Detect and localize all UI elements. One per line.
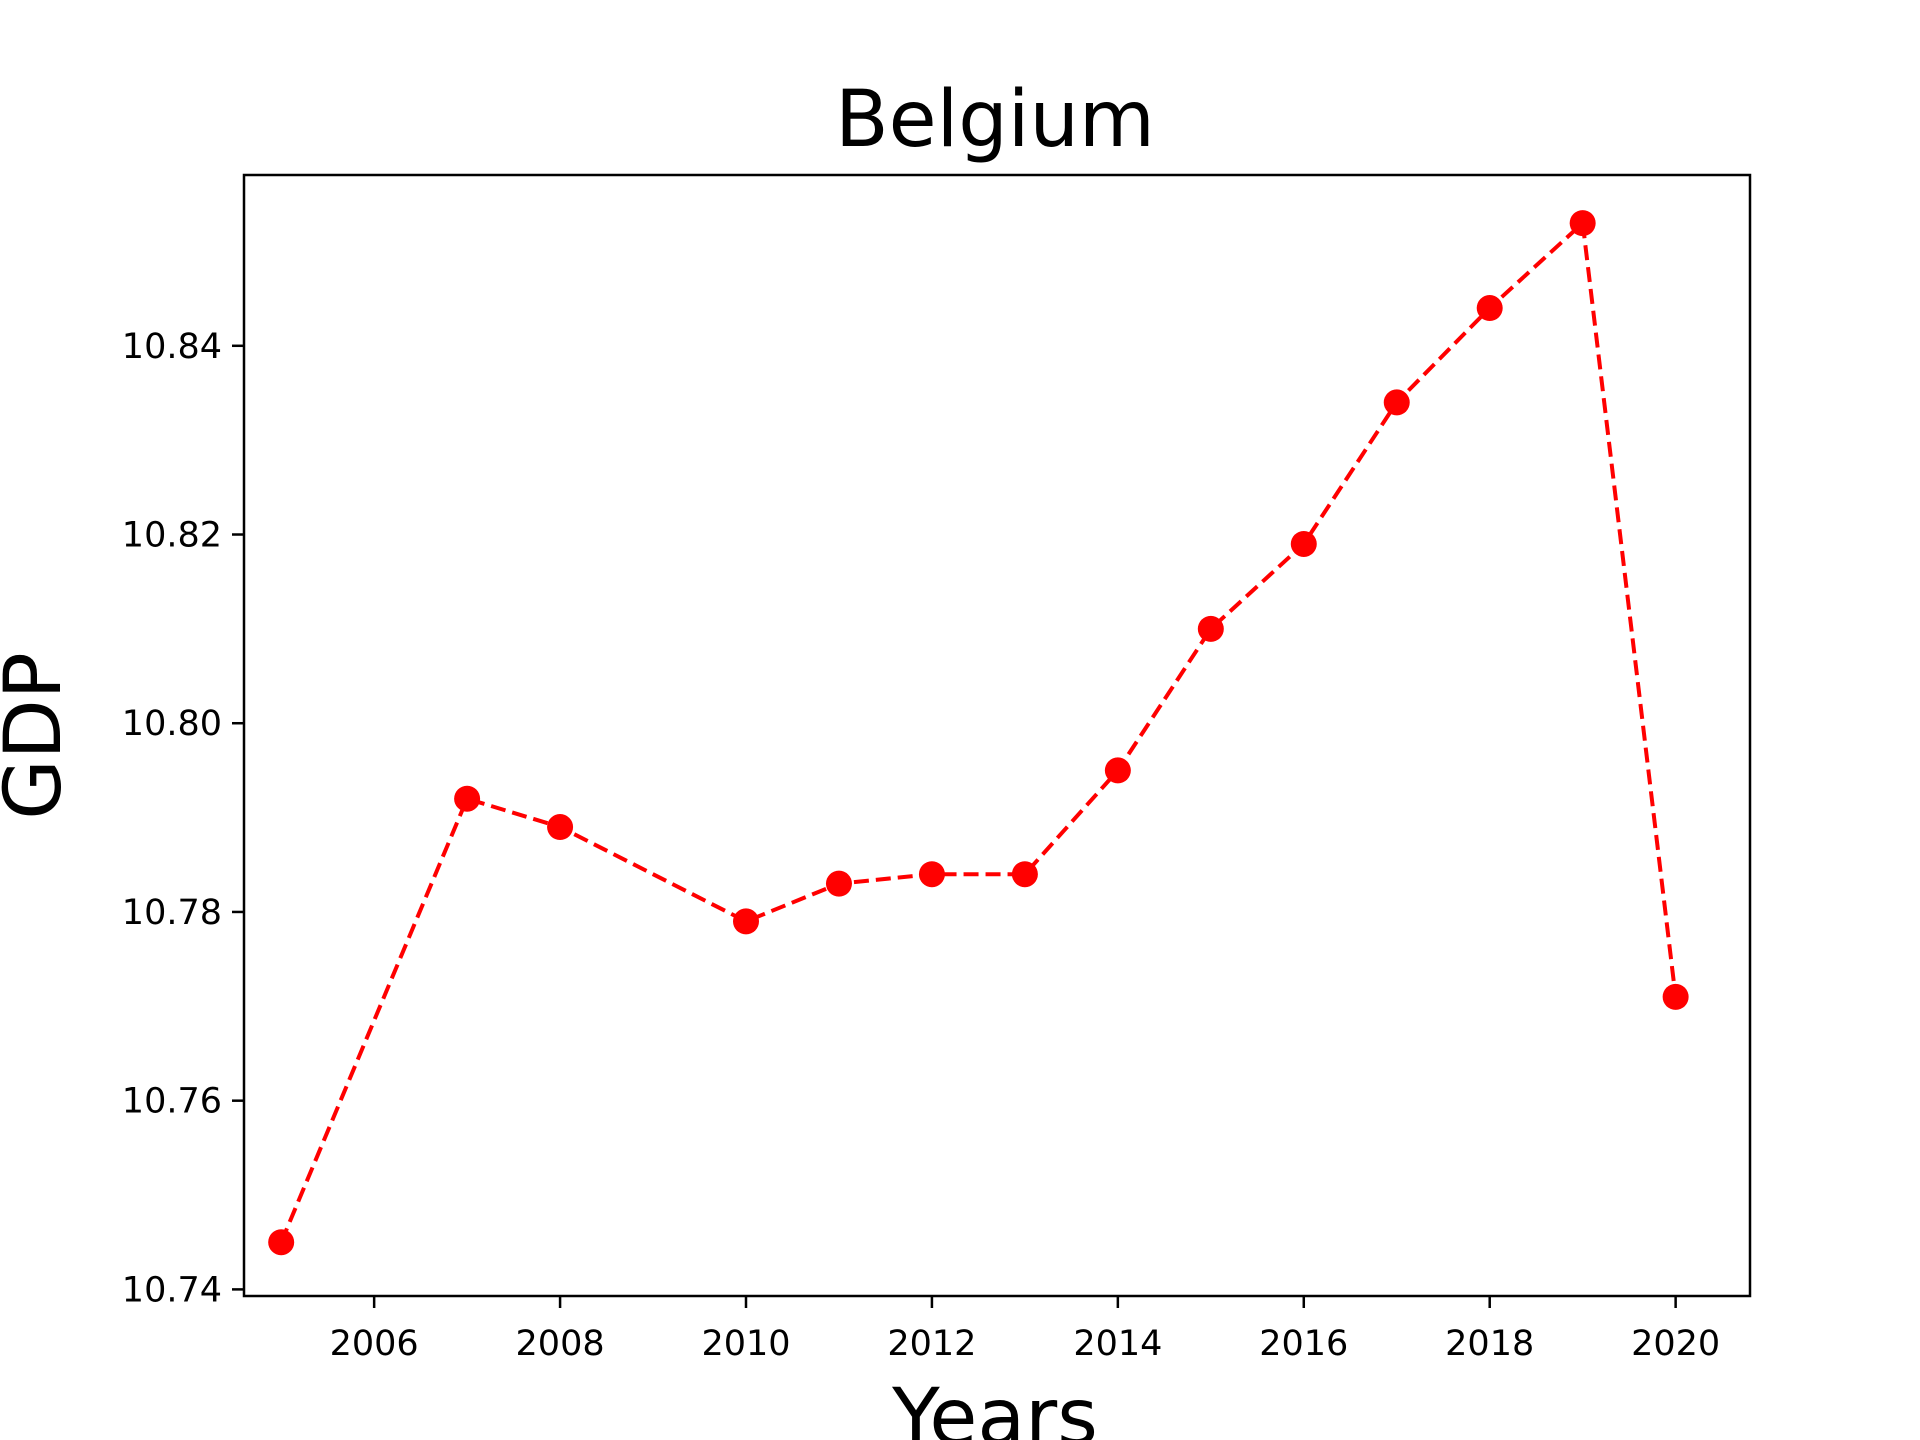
x-axis: 2006 2008 2010 2012 2014 2016 2018 2020 bbox=[330, 1296, 1720, 1364]
data-point bbox=[1662, 983, 1689, 1010]
data-point bbox=[547, 814, 574, 841]
y-tick-label: 10.76 bbox=[122, 1082, 222, 1122]
data-point bbox=[1569, 210, 1596, 237]
y-tick-label: 10.78 bbox=[122, 893, 222, 933]
y-tick-label: 10.74 bbox=[122, 1270, 222, 1310]
x-tick-label: 2020 bbox=[1631, 1324, 1720, 1364]
chart-title: Belgium bbox=[835, 75, 1155, 165]
data-point bbox=[268, 1229, 295, 1256]
data-point bbox=[1476, 295, 1503, 322]
y-tick-label: 10.84 bbox=[122, 327, 222, 367]
x-tick-label: 2012 bbox=[887, 1324, 976, 1364]
data-point bbox=[1197, 615, 1224, 642]
data-point bbox=[1290, 530, 1317, 557]
y-axis-label: GDP bbox=[0, 652, 79, 820]
y-tick-label: 10.82 bbox=[122, 516, 222, 556]
data-point bbox=[1383, 389, 1410, 416]
series-line bbox=[279, 219, 1678, 1243]
y-tick-label: 10.80 bbox=[122, 704, 222, 744]
x-axis-label: Years bbox=[891, 1373, 1098, 1440]
y-axis: 10.74 10.76 10.78 10.80 10.82 10.84 bbox=[122, 327, 244, 1310]
x-tick-label: 2010 bbox=[701, 1324, 790, 1364]
x-tick-label: 2006 bbox=[330, 1324, 419, 1364]
x-tick-label: 2008 bbox=[516, 1324, 605, 1364]
data-point bbox=[1104, 757, 1131, 784]
plot-frame bbox=[242, 173, 1752, 1298]
x-tick-label: 2018 bbox=[1445, 1324, 1534, 1364]
series-layer bbox=[268, 210, 1689, 1256]
data-point bbox=[454, 785, 481, 812]
data-point bbox=[733, 908, 759, 935]
x-tick-label: 2014 bbox=[1073, 1324, 1162, 1364]
x-tick-label: 2016 bbox=[1259, 1324, 1348, 1364]
data-point bbox=[918, 861, 945, 888]
data-point bbox=[825, 870, 852, 897]
data-point bbox=[1011, 861, 1038, 888]
